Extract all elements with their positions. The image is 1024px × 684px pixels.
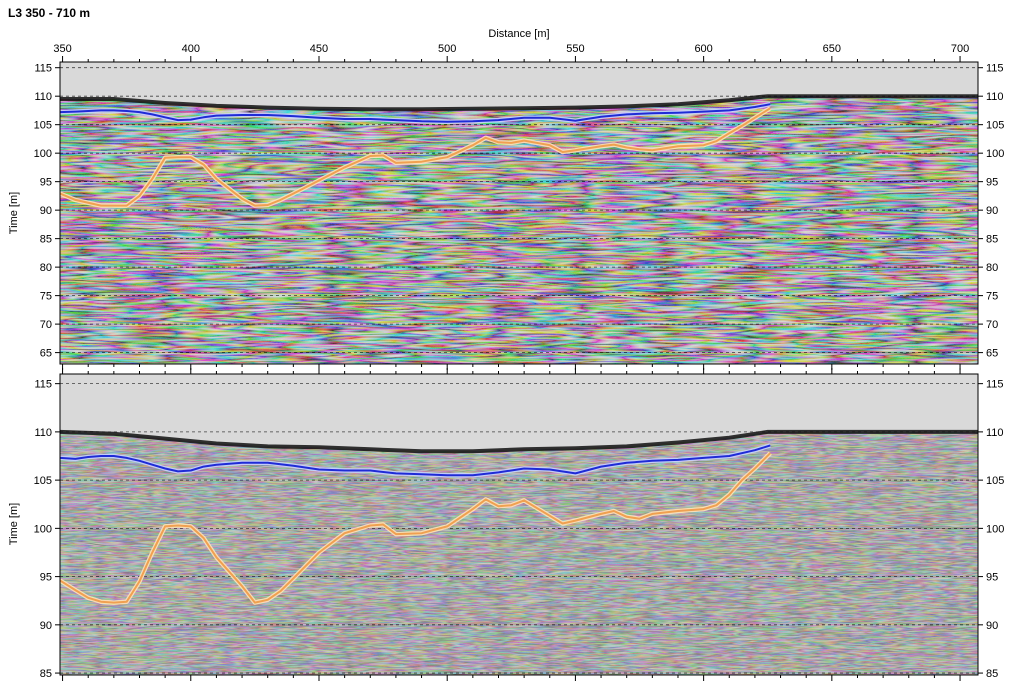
x-tick-label: 500 bbox=[438, 43, 456, 55]
y-tick-label: 65 bbox=[40, 348, 52, 360]
plot-frame bbox=[59, 61, 979, 365]
x-tick-label: 350 bbox=[53, 43, 71, 55]
y-tick-label: 105 bbox=[34, 475, 52, 487]
orange-horizon-line bbox=[60, 107, 771, 207]
x-tick-label: 650 bbox=[823, 43, 841, 55]
y-tick-label: 110 bbox=[34, 91, 52, 103]
x-tick-label: 550 bbox=[566, 43, 584, 55]
y-tick-label: 110 bbox=[986, 91, 1004, 103]
y-tick-label: 100 bbox=[986, 523, 1004, 535]
y-tick-label: 85 bbox=[40, 668, 52, 680]
y-tick-label: 115 bbox=[34, 63, 52, 75]
y-tick-label: 95 bbox=[986, 572, 998, 584]
y-tick-label: 90 bbox=[40, 205, 52, 217]
y-tick-label: 90 bbox=[986, 205, 998, 217]
y-tick-label: 110 bbox=[986, 427, 1004, 439]
y-tick-label: 85 bbox=[986, 234, 998, 246]
y-tick-label: 100 bbox=[986, 148, 1004, 160]
y-tick-label: 100 bbox=[34, 148, 52, 160]
y-tick-label: 110 bbox=[34, 427, 52, 439]
y-axis-label: Time [m] bbox=[8, 503, 20, 545]
x-axis-label: Distance [m] bbox=[488, 28, 549, 40]
upper-radargram-panel: Distance [m] 350 400 450 500 550 600 650 700 65… bbox=[8, 28, 1004, 370]
radargram-texture bbox=[60, 62, 978, 364]
blue-horizon-line bbox=[60, 444, 771, 477]
y-tick-label: 105 bbox=[986, 475, 1004, 487]
y-tick-label: 95 bbox=[40, 572, 52, 584]
y-tick-label: 65 bbox=[986, 348, 998, 360]
x-tick-label: 700 bbox=[951, 43, 969, 55]
y-tick-label: 115 bbox=[986, 63, 1004, 75]
y-axis-label: Time [m] bbox=[8, 192, 20, 234]
y-tick-label: 105 bbox=[34, 120, 52, 132]
ground-surface-line bbox=[60, 94, 978, 112]
y-tick-label: 100 bbox=[34, 523, 52, 535]
y-tick-label: 90 bbox=[40, 620, 52, 632]
lower-radargram-panel: 85 85 90 90 95 95 100 100 105 105 110 110 115 115 Tim… bbox=[8, 368, 1004, 681]
y-tick-label: 70 bbox=[40, 319, 52, 331]
y-tick-label: 90 bbox=[986, 620, 998, 632]
orange-horizon-line bbox=[60, 452, 772, 604]
y-tick-label: 115 bbox=[34, 379, 52, 391]
x-tick-label: 450 bbox=[310, 43, 328, 55]
y-tick-label: 85 bbox=[986, 668, 998, 680]
plot-frame bbox=[59, 373, 979, 676]
y-tick-label: 95 bbox=[986, 177, 998, 189]
ground-surface-line bbox=[60, 429, 978, 454]
blue-horizon-line bbox=[60, 103, 771, 123]
y-tick-label: 75 bbox=[40, 291, 52, 303]
y-tick-label: 95 bbox=[40, 177, 52, 189]
y-tick-label: 70 bbox=[986, 319, 998, 331]
y-tick-label: 80 bbox=[40, 262, 52, 274]
y-tick-label: 80 bbox=[986, 262, 998, 274]
figure-title: L3 350 - 710 m bbox=[8, 6, 90, 20]
x-tick-label: 600 bbox=[694, 43, 712, 55]
y-tick-label: 75 bbox=[986, 291, 998, 303]
y-tick-label: 85 bbox=[40, 234, 52, 246]
y-tick-label: 105 bbox=[986, 120, 1004, 132]
y-tick-label: 115 bbox=[986, 379, 1004, 391]
x-tick-label: 400 bbox=[182, 43, 200, 55]
